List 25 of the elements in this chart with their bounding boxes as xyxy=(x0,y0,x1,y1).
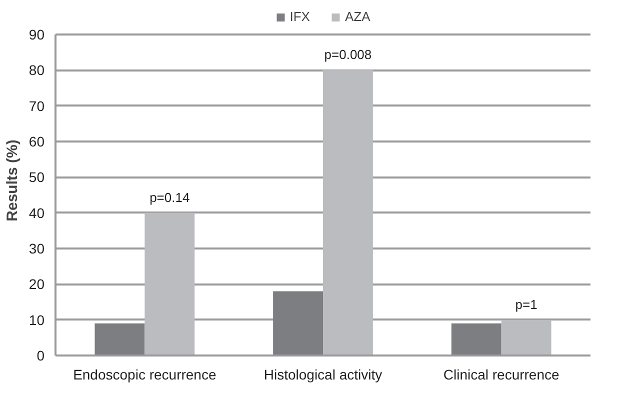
y-tick-label: 20 xyxy=(28,276,45,292)
bar xyxy=(323,70,373,356)
legend-label: IFX xyxy=(290,9,310,24)
y-tick-label: 10 xyxy=(28,312,45,328)
y-tick-label: 70 xyxy=(28,98,45,114)
y-tick-label: 90 xyxy=(28,26,45,42)
y-tick-label: 40 xyxy=(28,204,45,221)
y-tick-label: 60 xyxy=(28,133,45,150)
bar xyxy=(501,320,552,356)
y-tick-label: 30 xyxy=(28,240,45,256)
annotation: p=0.14 xyxy=(150,190,190,205)
legend-label: AZA xyxy=(344,9,370,24)
y-tick-label: 0 xyxy=(36,348,45,364)
x-tick-label: Endoscopic recurrence xyxy=(73,366,216,382)
annotation: p=0.008 xyxy=(324,47,372,62)
y-tick-label: 50 xyxy=(28,169,45,186)
bar xyxy=(273,291,323,356)
bar xyxy=(451,323,502,356)
y-tick-label: 80 xyxy=(28,62,45,78)
y-axis-title: Results (%) xyxy=(4,140,21,222)
bar xyxy=(94,323,145,356)
x-tick-label: Clinical recurrence xyxy=(443,366,560,382)
x-tick-label: Histological activity xyxy=(264,366,382,382)
bar xyxy=(144,212,195,356)
annotation: p=1 xyxy=(515,296,538,312)
